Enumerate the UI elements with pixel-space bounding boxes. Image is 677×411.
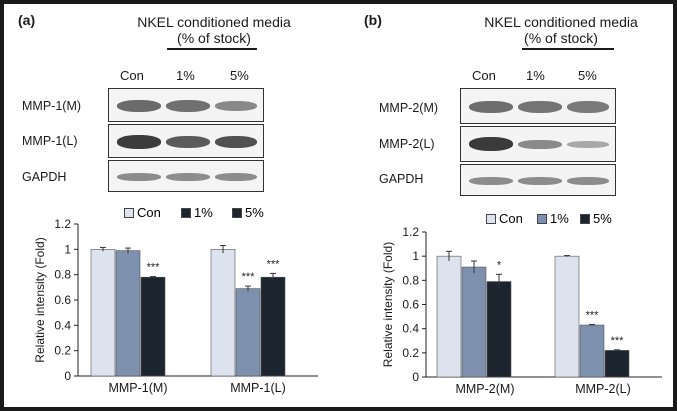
panel-b-condition-subtitle: (% of stock) — [524, 30, 598, 46]
panel-a-significance-label: *** — [267, 258, 281, 270]
panel-b-bar-MMP-2(M)-5% — [486, 281, 512, 378]
band — [469, 101, 513, 113]
panel-a-blot-row-1 — [108, 88, 264, 122]
panel-a-blot-row-2 — [108, 124, 264, 158]
panel-a-significance-label: *** — [147, 262, 161, 274]
panel-b-significance-label: *** — [611, 335, 625, 347]
legend-label: 1% — [194, 205, 213, 220]
legend-label: 5% — [245, 205, 264, 220]
band — [567, 141, 609, 148]
band — [518, 101, 562, 113]
legend-label: 1% — [550, 211, 569, 226]
panel-b-legend-con: Con — [486, 211, 523, 226]
panel-b-bar-MMP-2(M)-Con — [436, 255, 462, 378]
legend-label: 5% — [593, 211, 612, 226]
panel-a-y-axis-title: Relative intensity (Fold) — [33, 237, 47, 362]
panel-a-bar-MMP-1(M)-1% — [115, 250, 141, 377]
band — [215, 136, 257, 148]
legend-label: Con — [499, 211, 523, 226]
band — [567, 177, 609, 185]
panel-b-row-label-2: MMP-2(L) — [379, 137, 435, 151]
panel-a-legend-con: Con — [124, 205, 161, 220]
band — [166, 100, 210, 112]
band — [117, 173, 161, 181]
panel-b-legend-1pct: 1% — [537, 211, 569, 226]
band — [117, 100, 161, 112]
panel-a-y-tick-label: 1.2 — [54, 217, 71, 231]
legend-swatch — [181, 207, 191, 218]
panel-a-row-label-2: MMP-1(L) — [22, 134, 78, 148]
panel-b-treatment-line — [522, 48, 614, 50]
panel-b-blot-row-1 — [460, 88, 616, 124]
panel-a-y-tick-label: 0.4 — [54, 318, 71, 332]
panel-b-bar-chart: 0 0.2 0.4 0.6 0.8 1 1.2 Relative intensity (Fol… — [381, 225, 662, 396]
panel-a-lane-con: Con — [120, 68, 144, 83]
panel-a-bar-MMP-1(M)-Con — [90, 249, 116, 377]
panel-b-significance-label: *** — [586, 309, 600, 321]
legend-swatch — [537, 213, 547, 224]
panel-b-bar-MMP-2(L)-5% — [604, 350, 630, 378]
panel-b-row-label-1: MMP-2(M) — [379, 101, 439, 115]
panel-b-y-tick-label: 0.2 — [402, 346, 419, 360]
band — [117, 135, 161, 149]
legend-swatch — [486, 213, 496, 224]
panel-a-category-label: MMP-1(L) — [230, 381, 286, 395]
band — [215, 173, 257, 181]
panel-a-y-tick-label: 1 — [64, 242, 71, 256]
panel-a-y-tick-label: 0.6 — [54, 293, 71, 307]
band — [518, 140, 562, 149]
panel-b-bar-MMP-2(M)-1% — [461, 266, 487, 378]
panel-a-lane-1pct: 1% — [176, 68, 195, 83]
panel-b-y-tick-label: 0.6 — [402, 298, 419, 312]
panel-b-row-label-3: GAPDH — [379, 172, 424, 186]
band — [518, 177, 562, 185]
band — [469, 177, 513, 185]
panel-a-legend-1pct: 1% — [181, 205, 213, 220]
panel-a-significance-label: *** — [242, 271, 256, 283]
panel-a-y-tick-label: 0.8 — [54, 268, 71, 282]
panel-b-y-tick-label: 0.8 — [402, 273, 419, 287]
panel-a-condition-subtitle: (% of stock) — [177, 30, 251, 46]
panel-b-lane-5pct: 5% — [578, 68, 597, 83]
panel-a-legend-5pct: 5% — [232, 205, 264, 220]
panel-b-label: (b) — [364, 12, 382, 28]
band — [215, 101, 257, 111]
panel-b-y-axis-title: Relative intensity (Fold) — [381, 242, 395, 367]
panel-a-row-label-3: GAPDH — [22, 170, 67, 184]
panel-b-bar-MMP-2(L)-1% — [579, 324, 605, 378]
band — [166, 136, 210, 148]
panel-b-legend-5pct: 5% — [580, 211, 612, 226]
panel-b-condition-title: NKEL conditioned media — [484, 14, 638, 30]
panel-b-significance-label: * — [497, 259, 502, 271]
legend-label: Con — [137, 205, 161, 220]
panel-b-bar-MMP-2(L)-Con — [554, 255, 580, 378]
legend-swatch — [580, 213, 590, 224]
panel-a-label: (a) — [18, 12, 36, 28]
panel-a-y-tick-label: 0.2 — [54, 344, 71, 358]
band — [469, 137, 513, 151]
legend-swatch — [124, 207, 134, 218]
panel-a-blot-row-3 — [108, 160, 264, 192]
panel-b-blot-row-3 — [460, 164, 616, 196]
panel-b-category-label: MMP-2(M) — [455, 382, 514, 396]
panel-a-category-label: MMP-1(M) — [108, 381, 167, 395]
panel-b-y-tick-label: 0 — [412, 370, 419, 384]
panel-b-y-tick-label: 0.4 — [402, 322, 419, 336]
panel-b-blot-row-2 — [460, 126, 616, 162]
band — [166, 173, 210, 181]
band — [567, 101, 609, 113]
panel-a-lane-5pct: 5% — [230, 68, 249, 83]
panel-a-treatment-line — [167, 48, 257, 50]
panel-a-row-label-1: MMP-1(M) — [22, 99, 82, 113]
panel-b-category-label: MMP-2(L) — [575, 382, 631, 396]
panel-b-lane-1pct: 1% — [526, 68, 545, 83]
panel-a-y-tick-label: 0 — [64, 369, 71, 383]
panel-b-lane-con: Con — [472, 68, 496, 83]
legend-swatch — [232, 207, 242, 218]
panel-a-bar-chart: 0 0.2 0.4 0.6 0.8 1 1.2 Relative intensity (Fol… — [33, 217, 318, 395]
panel-b-y-tick-label: 1 — [412, 249, 419, 263]
panel-b-y-tick-label: 1.2 — [402, 225, 419, 239]
panel-a-condition-title: NKEL conditioned media — [137, 14, 291, 30]
